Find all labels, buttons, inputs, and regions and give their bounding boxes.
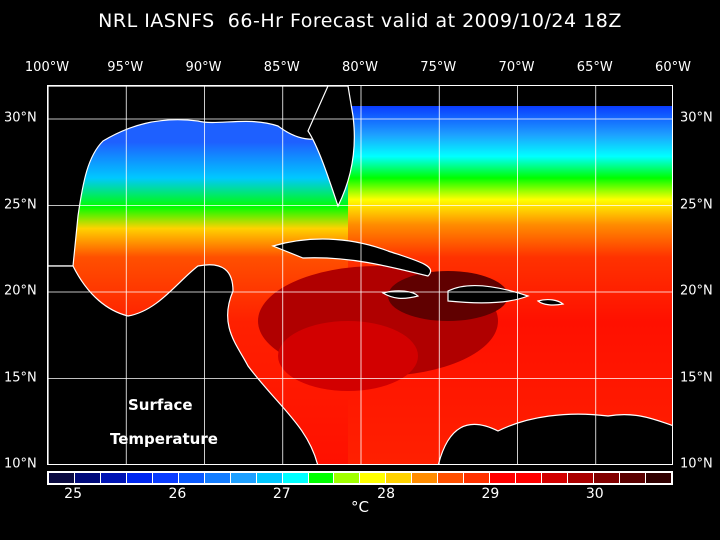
colorbar-swatch <box>126 473 152 483</box>
colorbar-swatch <box>282 473 308 483</box>
cuba <box>271 238 432 277</box>
colorbar-swatch <box>568 473 594 483</box>
lon-tick-label: 70°W <box>498 60 535 75</box>
colorbar-swatch <box>412 473 438 483</box>
puerto-rico <box>536 298 565 306</box>
lon-tick-label: 90°W <box>185 60 222 75</box>
us-gulf-coast <box>48 86 349 267</box>
lat-tick-label: 15°N <box>4 370 37 385</box>
colorbar-unit: °C <box>351 498 369 516</box>
colorbar-swatch <box>334 473 360 483</box>
lat-tick-label: 10°N <box>680 456 713 472</box>
colorbar-swatch <box>619 473 645 483</box>
colorbar-tick-label: 25 <box>64 486 82 502</box>
lat-tick-label: 10°N <box>4 456 37 472</box>
colorbar-tick-label: 28 <box>377 486 395 502</box>
colorbar <box>47 471 673 485</box>
lon-tick-label: 60°W <box>655 60 691 75</box>
colorbar-swatch <box>438 473 464 483</box>
hispaniola <box>447 284 530 304</box>
colorbar-swatch <box>386 473 412 483</box>
lat-tick-label: 25°N <box>680 197 713 212</box>
colorbar-tick-label: 26 <box>168 486 187 502</box>
land <box>48 86 672 464</box>
jamaica <box>381 290 420 299</box>
south-america <box>437 413 672 464</box>
chart-title: NRL IASNFS 66-Hr Forecast valid at 2009/… <box>98 10 622 32</box>
lon-tick-label: 95°W <box>107 60 144 75</box>
map-label-temperature: Temperature <box>110 430 218 448</box>
lat-tick-label: 25°N <box>4 197 37 212</box>
colorbar-swatch <box>490 473 516 483</box>
colorbar-swatch <box>100 473 126 483</box>
lat-tick-label: 20°N <box>4 283 37 299</box>
lon-tick-label: 85°W <box>263 60 300 75</box>
colorbar-swatch <box>594 473 619 483</box>
colorbar-swatch <box>178 473 204 483</box>
map-label-surface: Surface <box>128 396 193 414</box>
lat-tick-label: 15°N <box>680 370 713 385</box>
lon-tick-label: 80°W <box>342 60 378 75</box>
colorbar-tick-label: 29 <box>481 486 500 502</box>
colorbar-swatch <box>49 473 74 483</box>
lon-tick-label: 100°W <box>24 60 70 75</box>
lat-tick-label: 20°N <box>680 283 713 299</box>
colorbar-swatch <box>308 473 334 483</box>
colorbar-swatch <box>360 473 386 483</box>
colorbar-tick-label: 30 <box>585 486 604 502</box>
lat-tick-label: 30°N <box>4 110 37 126</box>
lon-tick-label: 75°W <box>420 60 457 75</box>
sst-map: Surface Temperature <box>47 85 673 465</box>
colorbar-swatch <box>645 473 671 483</box>
colorbar-tick-label: 27 <box>272 486 291 502</box>
colorbar-swatch <box>230 473 256 483</box>
colorbar-swatch <box>516 473 542 483</box>
graticule <box>48 86 672 464</box>
no-data-region <box>338 86 672 106</box>
colorbar-swatch <box>542 473 568 483</box>
colorbar-swatch <box>204 473 230 483</box>
lon-tick-label: 65°W <box>576 60 613 75</box>
colorbar-swatch <box>152 473 178 483</box>
florida <box>307 86 355 208</box>
sst-field <box>48 86 672 464</box>
warm-region <box>278 321 418 391</box>
colorbar-swatch <box>256 473 282 483</box>
colorbar-swatch <box>464 473 490 483</box>
lat-tick-label: 30°N <box>680 110 713 126</box>
colorbar-swatch <box>74 473 100 483</box>
mexico-central-america <box>48 264 319 464</box>
